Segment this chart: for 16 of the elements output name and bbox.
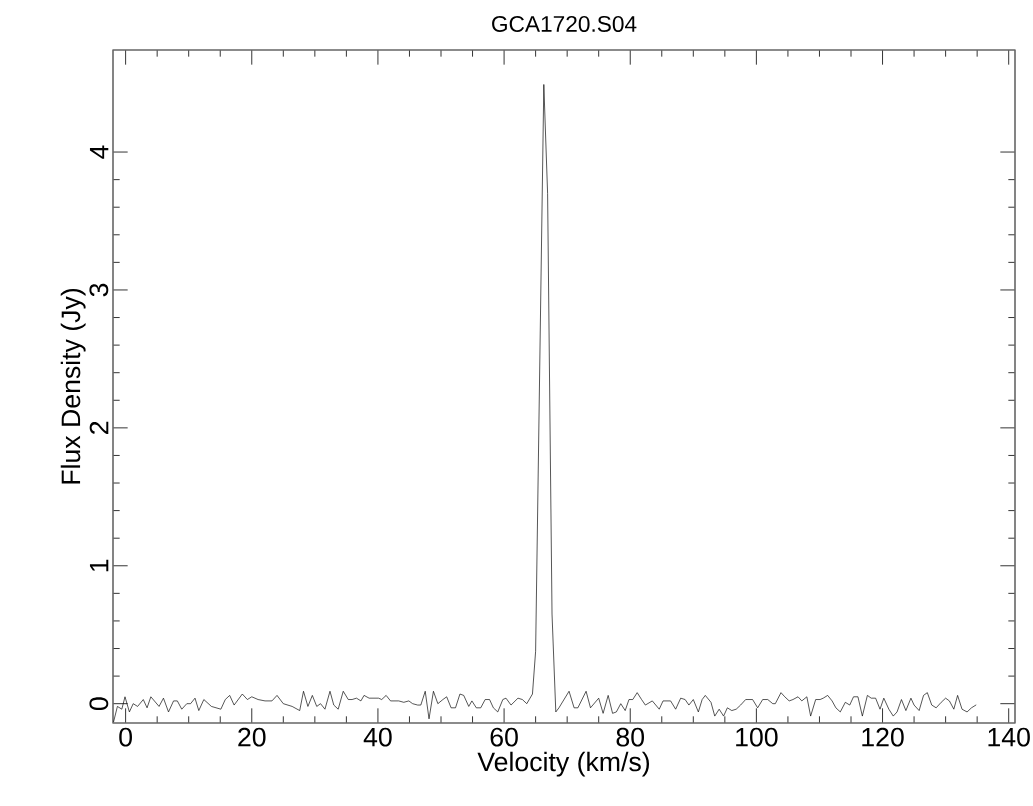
x-tick-label: 100 xyxy=(736,727,778,747)
chart-title: GCA1720.S04 xyxy=(492,15,637,32)
x-tick-label: 80 xyxy=(616,727,645,747)
x-tick-label: 0 xyxy=(119,727,132,747)
y-tick-label: 1 xyxy=(89,559,109,572)
x-axis-title: Velocity (km/s) xyxy=(477,751,650,777)
y-axis-title: Flux Density (Jy) xyxy=(60,288,86,484)
x-tick-label: 140 xyxy=(988,727,1030,747)
y-tick-label: 2 xyxy=(89,421,109,434)
x-tick-label: 20 xyxy=(238,727,266,747)
x-tick-label: 60 xyxy=(490,727,518,747)
y-tick-label: 4 xyxy=(89,145,109,159)
x-tick-label: 120 xyxy=(862,727,904,747)
y-tick-label: 0 xyxy=(89,697,109,711)
x-tick-label: 40 xyxy=(363,727,392,747)
y-tick-label: 3 xyxy=(89,283,109,297)
